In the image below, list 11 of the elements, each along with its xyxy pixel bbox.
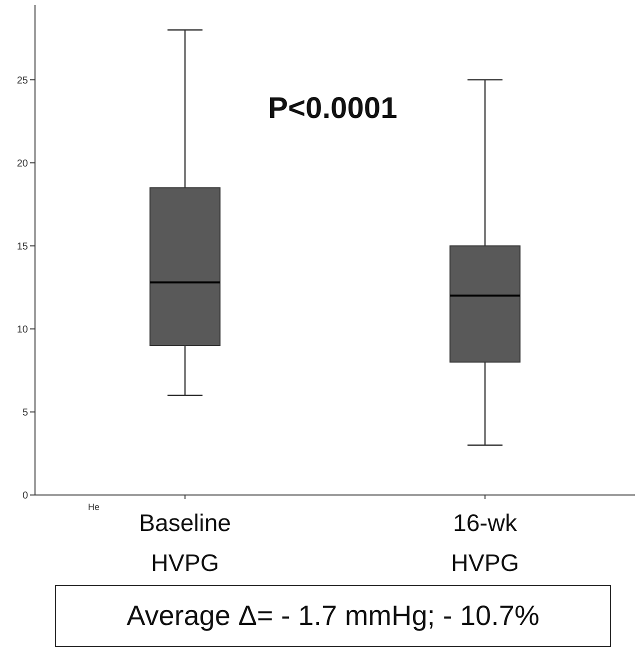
y-tick-label: 20 bbox=[16, 158, 28, 170]
y-tick-label: 0 bbox=[22, 490, 28, 502]
y-tick-label: 25 bbox=[16, 75, 28, 86]
y-tick-label: 15 bbox=[16, 241, 28, 252]
y-tick-label: 5 bbox=[22, 408, 28, 418]
y-tick-label: 10 bbox=[16, 324, 28, 336]
text: Average Δ= - 1.7 mmHg; - 10.7% bbox=[55, 585, 611, 647]
x-tick-label: 16-wk HVPG bbox=[450, 510, 520, 577]
x-tick-label: Baseline HVPG bbox=[138, 510, 232, 577]
text: He bbox=[88, 502, 100, 512]
annotation: P<0.0001 bbox=[268, 92, 398, 126]
